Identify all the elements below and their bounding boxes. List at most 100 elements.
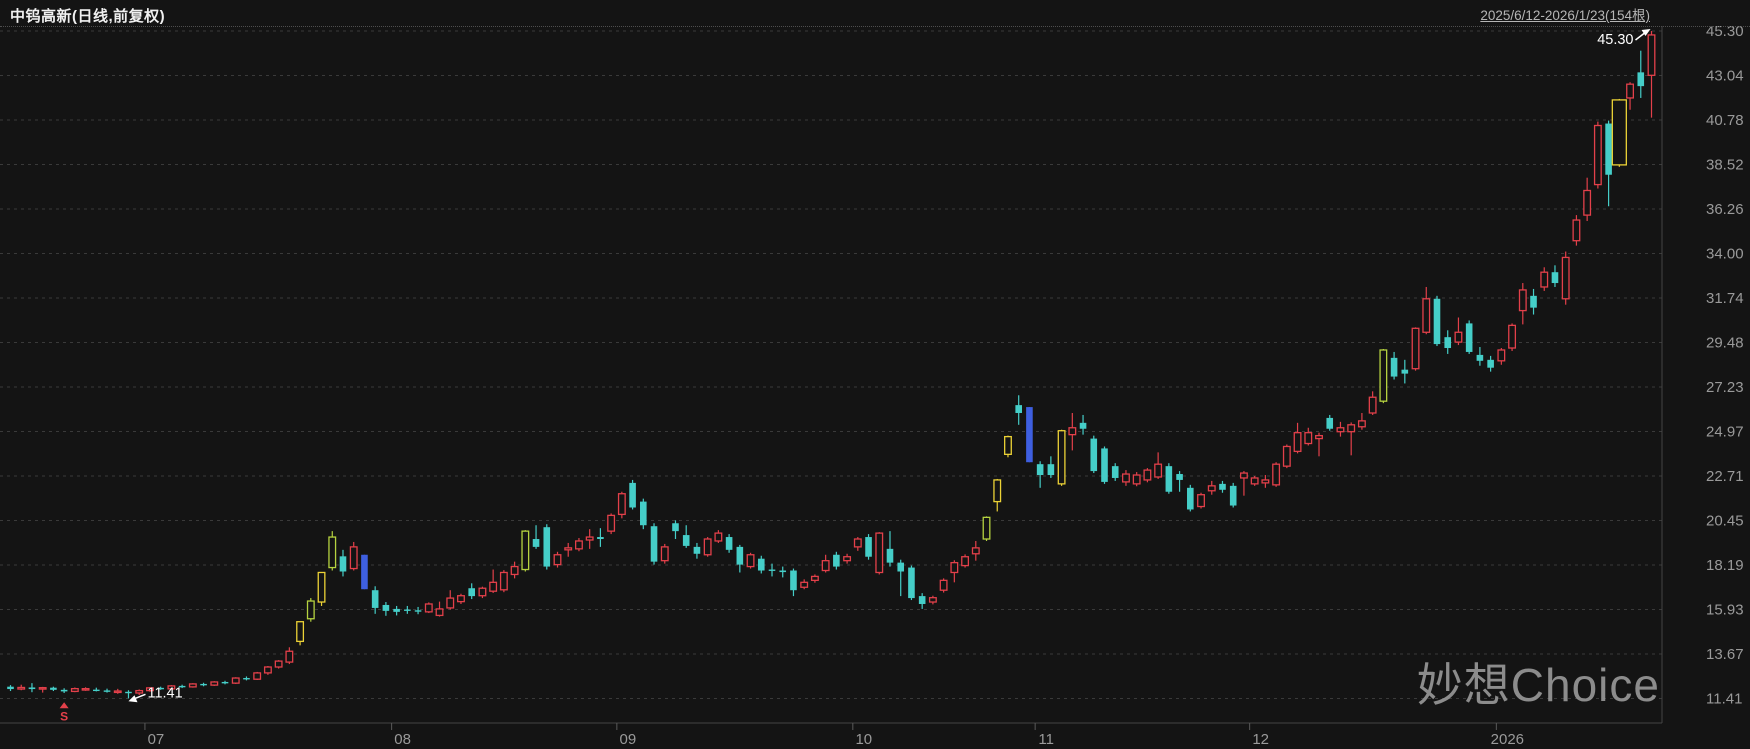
candlestick[interactable] [178,684,186,689]
candlestick[interactable] [468,583,475,600]
candlestick[interactable] [28,683,36,693]
candlestick[interactable] [221,680,229,685]
candlestick[interactable] [285,647,294,665]
candlestick[interactable] [328,531,337,571]
candlestick[interactable] [543,524,551,570]
candlestick[interactable] [779,566,787,578]
candlestick[interactable] [382,602,390,616]
candlestick[interactable] [1326,414,1334,431]
candlestick[interactable] [961,554,970,568]
candlestick[interactable] [617,491,626,519]
candlestick[interactable] [843,553,852,564]
candlestick[interactable] [1561,251,1570,305]
candlestick[interactable] [1422,286,1431,335]
candlestick[interactable] [521,530,530,572]
candlestick[interactable] [424,602,433,614]
candlestick[interactable] [489,569,498,593]
candlestick[interactable] [553,551,562,568]
candlestick[interactable] [1132,472,1141,487]
candlestick[interactable] [1187,484,1194,512]
candlestick[interactable] [1401,359,1409,384]
candlestick[interactable] [263,666,272,675]
candlestick[interactable] [17,684,26,691]
candlestick[interactable] [1047,456,1055,478]
candlestick[interactable] [1165,463,1173,494]
candlestick[interactable] [1250,476,1259,486]
candlestick[interactable] [1282,444,1291,469]
candlestick[interactable] [1026,407,1033,463]
candlestick[interactable] [446,590,455,610]
candlestick[interactable] [1476,347,1484,366]
candlestick[interactable] [650,523,658,565]
candlestick[interactable] [1611,98,1627,167]
candlestick[interactable] [1497,348,1506,365]
candlestick[interactable] [306,598,315,622]
candlestick[interactable] [371,586,379,614]
candlestick[interactable] [435,601,444,617]
candlestick[interactable] [414,606,422,615]
candlestick[interactable] [1379,348,1388,404]
candlestick[interactable] [672,520,679,540]
candlestick[interactable] [1411,327,1420,371]
candlestick[interactable] [1154,452,1163,479]
candlestick[interactable] [1551,265,1559,287]
candlestick[interactable] [928,595,937,605]
candlestick[interactable] [1487,355,1494,372]
candlestick[interactable] [1004,435,1012,458]
candlestick[interactable] [1605,120,1612,207]
candlestick[interactable] [833,551,840,570]
candlestick[interactable] [660,543,669,564]
candlestick[interactable] [865,534,872,560]
candlestick[interactable] [1530,288,1537,315]
candlestick[interactable] [404,605,411,614]
candlestick[interactable] [1219,480,1226,493]
candlestick[interactable] [564,542,573,557]
candlestick[interactable] [243,676,250,681]
candlestick[interactable] [1626,82,1635,110]
candlestick[interactable] [821,554,830,573]
candlestick[interactable] [1347,422,1356,456]
candlestick[interactable] [1272,462,1281,487]
candlestick[interactable] [1079,414,1087,435]
candlestick[interactable] [393,605,400,616]
candlestick[interactable] [1293,422,1302,454]
candlestick[interactable] [908,565,915,601]
candlestick[interactable] [1368,391,1377,415]
candlestick[interactable] [810,574,819,583]
candlestick[interactable] [499,570,508,593]
candlestick[interactable] [1508,323,1517,351]
candlestick[interactable] [629,479,636,510]
candlestick[interactable] [1465,320,1473,354]
candlestick[interactable] [349,541,358,571]
candlestick[interactable] [1207,480,1216,495]
candlestick[interactable] [1518,283,1527,325]
candlestick[interactable] [188,683,197,688]
candlestick[interactable] [757,555,765,574]
candlestick[interactable] [736,544,744,573]
candlestick[interactable] [800,579,809,590]
candlestick[interactable] [1572,215,1581,246]
candlestick[interactable] [81,687,90,691]
candlestick[interactable] [607,513,616,535]
candlestick[interactable] [1390,351,1398,380]
candlestick[interactable] [790,568,797,597]
candlestick[interactable] [7,685,14,692]
candlestick[interactable] [200,682,207,687]
candlestick[interactable] [875,532,884,575]
candlestick[interactable] [950,560,959,583]
candlestick[interactable] [532,525,540,549]
candlestick[interactable] [1176,471,1183,492]
candlestick[interactable] [210,681,219,686]
candlestick[interactable] [746,552,755,569]
candlestick[interactable] [918,593,926,609]
candlestick[interactable] [457,593,465,604]
candlestick[interactable] [897,559,905,597]
candlestick[interactable] [274,660,283,669]
candlestick[interactable] [145,687,154,692]
candlestick[interactable] [1015,395,1022,425]
candlestick[interactable] [70,687,79,693]
candlestick[interactable] [1068,412,1077,451]
candlestick[interactable] [296,621,305,646]
candlestick[interactable] [1454,317,1463,346]
candlestick[interactable] [135,689,144,695]
